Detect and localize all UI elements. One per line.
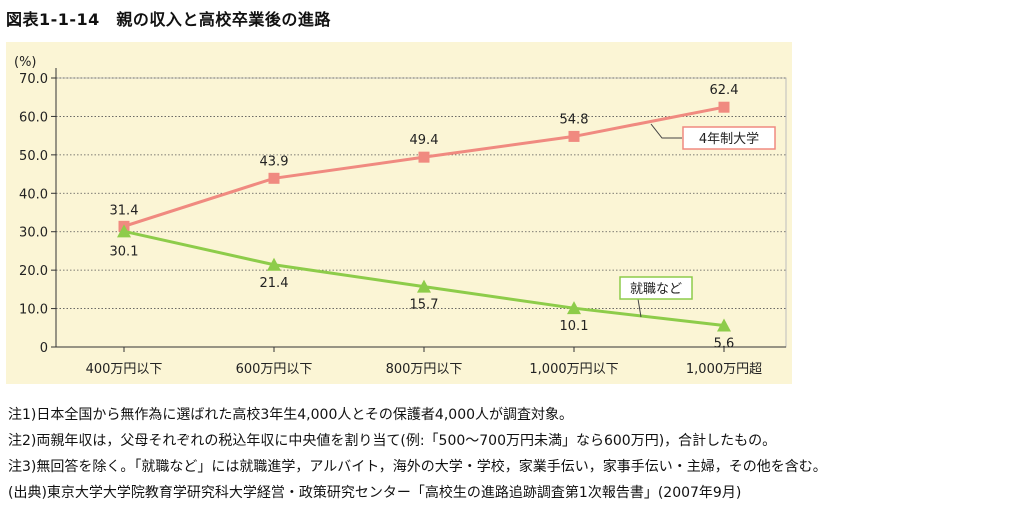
figure-title: 図表1-1-14 親の収入と高校卒業後の進路 [6, 10, 331, 29]
note-3: 注3)無回答を除く。「就職など」には就職進学，アルバイト，海外の大学・学校，家業… [8, 459, 827, 475]
data-label: 31.4 [110, 203, 139, 218]
data-point-triangle [567, 301, 581, 315]
data-label: 5.6 [714, 336, 735, 351]
data-label: 49.4 [410, 133, 439, 148]
data-point-triangle [717, 318, 731, 332]
data-label: 43.9 [260, 154, 289, 169]
data-point-triangle [267, 257, 281, 271]
legend-leader-line [637, 298, 642, 318]
data-label: 54.8 [560, 112, 589, 127]
data-label: 15.7 [410, 298, 439, 313]
notes: 注1)日本全国から無作為に選ばれた高校3年生4,000人とその保護者4,000人… [8, 402, 827, 506]
x-tick-label: 1,000万円超 [686, 362, 762, 377]
legend-label: 就職など [630, 282, 682, 297]
x-tick-label: 800万円以下 [386, 362, 463, 377]
data-label: 10.1 [560, 319, 589, 334]
legend-leader-line [650, 123, 682, 139]
legend-box [682, 126, 776, 150]
y-tick-label: 70.0 [19, 72, 48, 87]
data-label: 21.4 [260, 276, 289, 291]
note-2: 注2)両親年収は，父母それぞれの税込年収に中央値を割り当て(例:「500～700… [8, 433, 777, 449]
line-chart: 0 10.0 20.0 30.0 40.0 50.0 60.0 70.0 (%) 400万円以下 6… [14, 55, 787, 377]
data-point-square [718, 101, 730, 113]
y-tick-label: 20.0 [19, 264, 48, 279]
y-tick-label: 30.0 [19, 226, 48, 241]
y-tick-label: 60.0 [19, 110, 48, 125]
data-point-square [568, 130, 580, 142]
y-tick-label: 0 [40, 341, 48, 356]
x-tick-label: 400万円以下 [86, 362, 163, 377]
y-tick-label: 10.0 [19, 303, 48, 318]
data-label: 62.4 [710, 83, 739, 98]
y-axis-unit: (%) [14, 55, 37, 70]
source-note: (出典)東京大学大学院教育学研究科大学経営・政策研究センター「高校生の進路追跡調… [8, 485, 742, 501]
legend-label: 4年制大学 [699, 131, 759, 147]
y-tick-label: 50.0 [19, 149, 48, 164]
legend-box [619, 276, 693, 300]
series-line [123, 105, 725, 228]
data-point-triangle [417, 279, 431, 293]
note-1: 注1)日本全国から無作為に選ばれた高校3年生4,000人とその保護者4,000人… [8, 407, 574, 423]
data-point-square [268, 172, 280, 184]
x-tick-label: 1,000万円以下 [529, 362, 618, 377]
y-tick-label: 40.0 [19, 187, 48, 202]
x-tick-label: 600万円以下 [236, 362, 313, 377]
data-point-square [418, 151, 430, 163]
chart-area: 0 10.0 20.0 30.0 40.0 50.0 60.0 70.0 (%) 400万円以下 6… [6, 42, 792, 384]
data-label: 30.1 [110, 244, 139, 259]
data-point-triangle [117, 224, 131, 238]
